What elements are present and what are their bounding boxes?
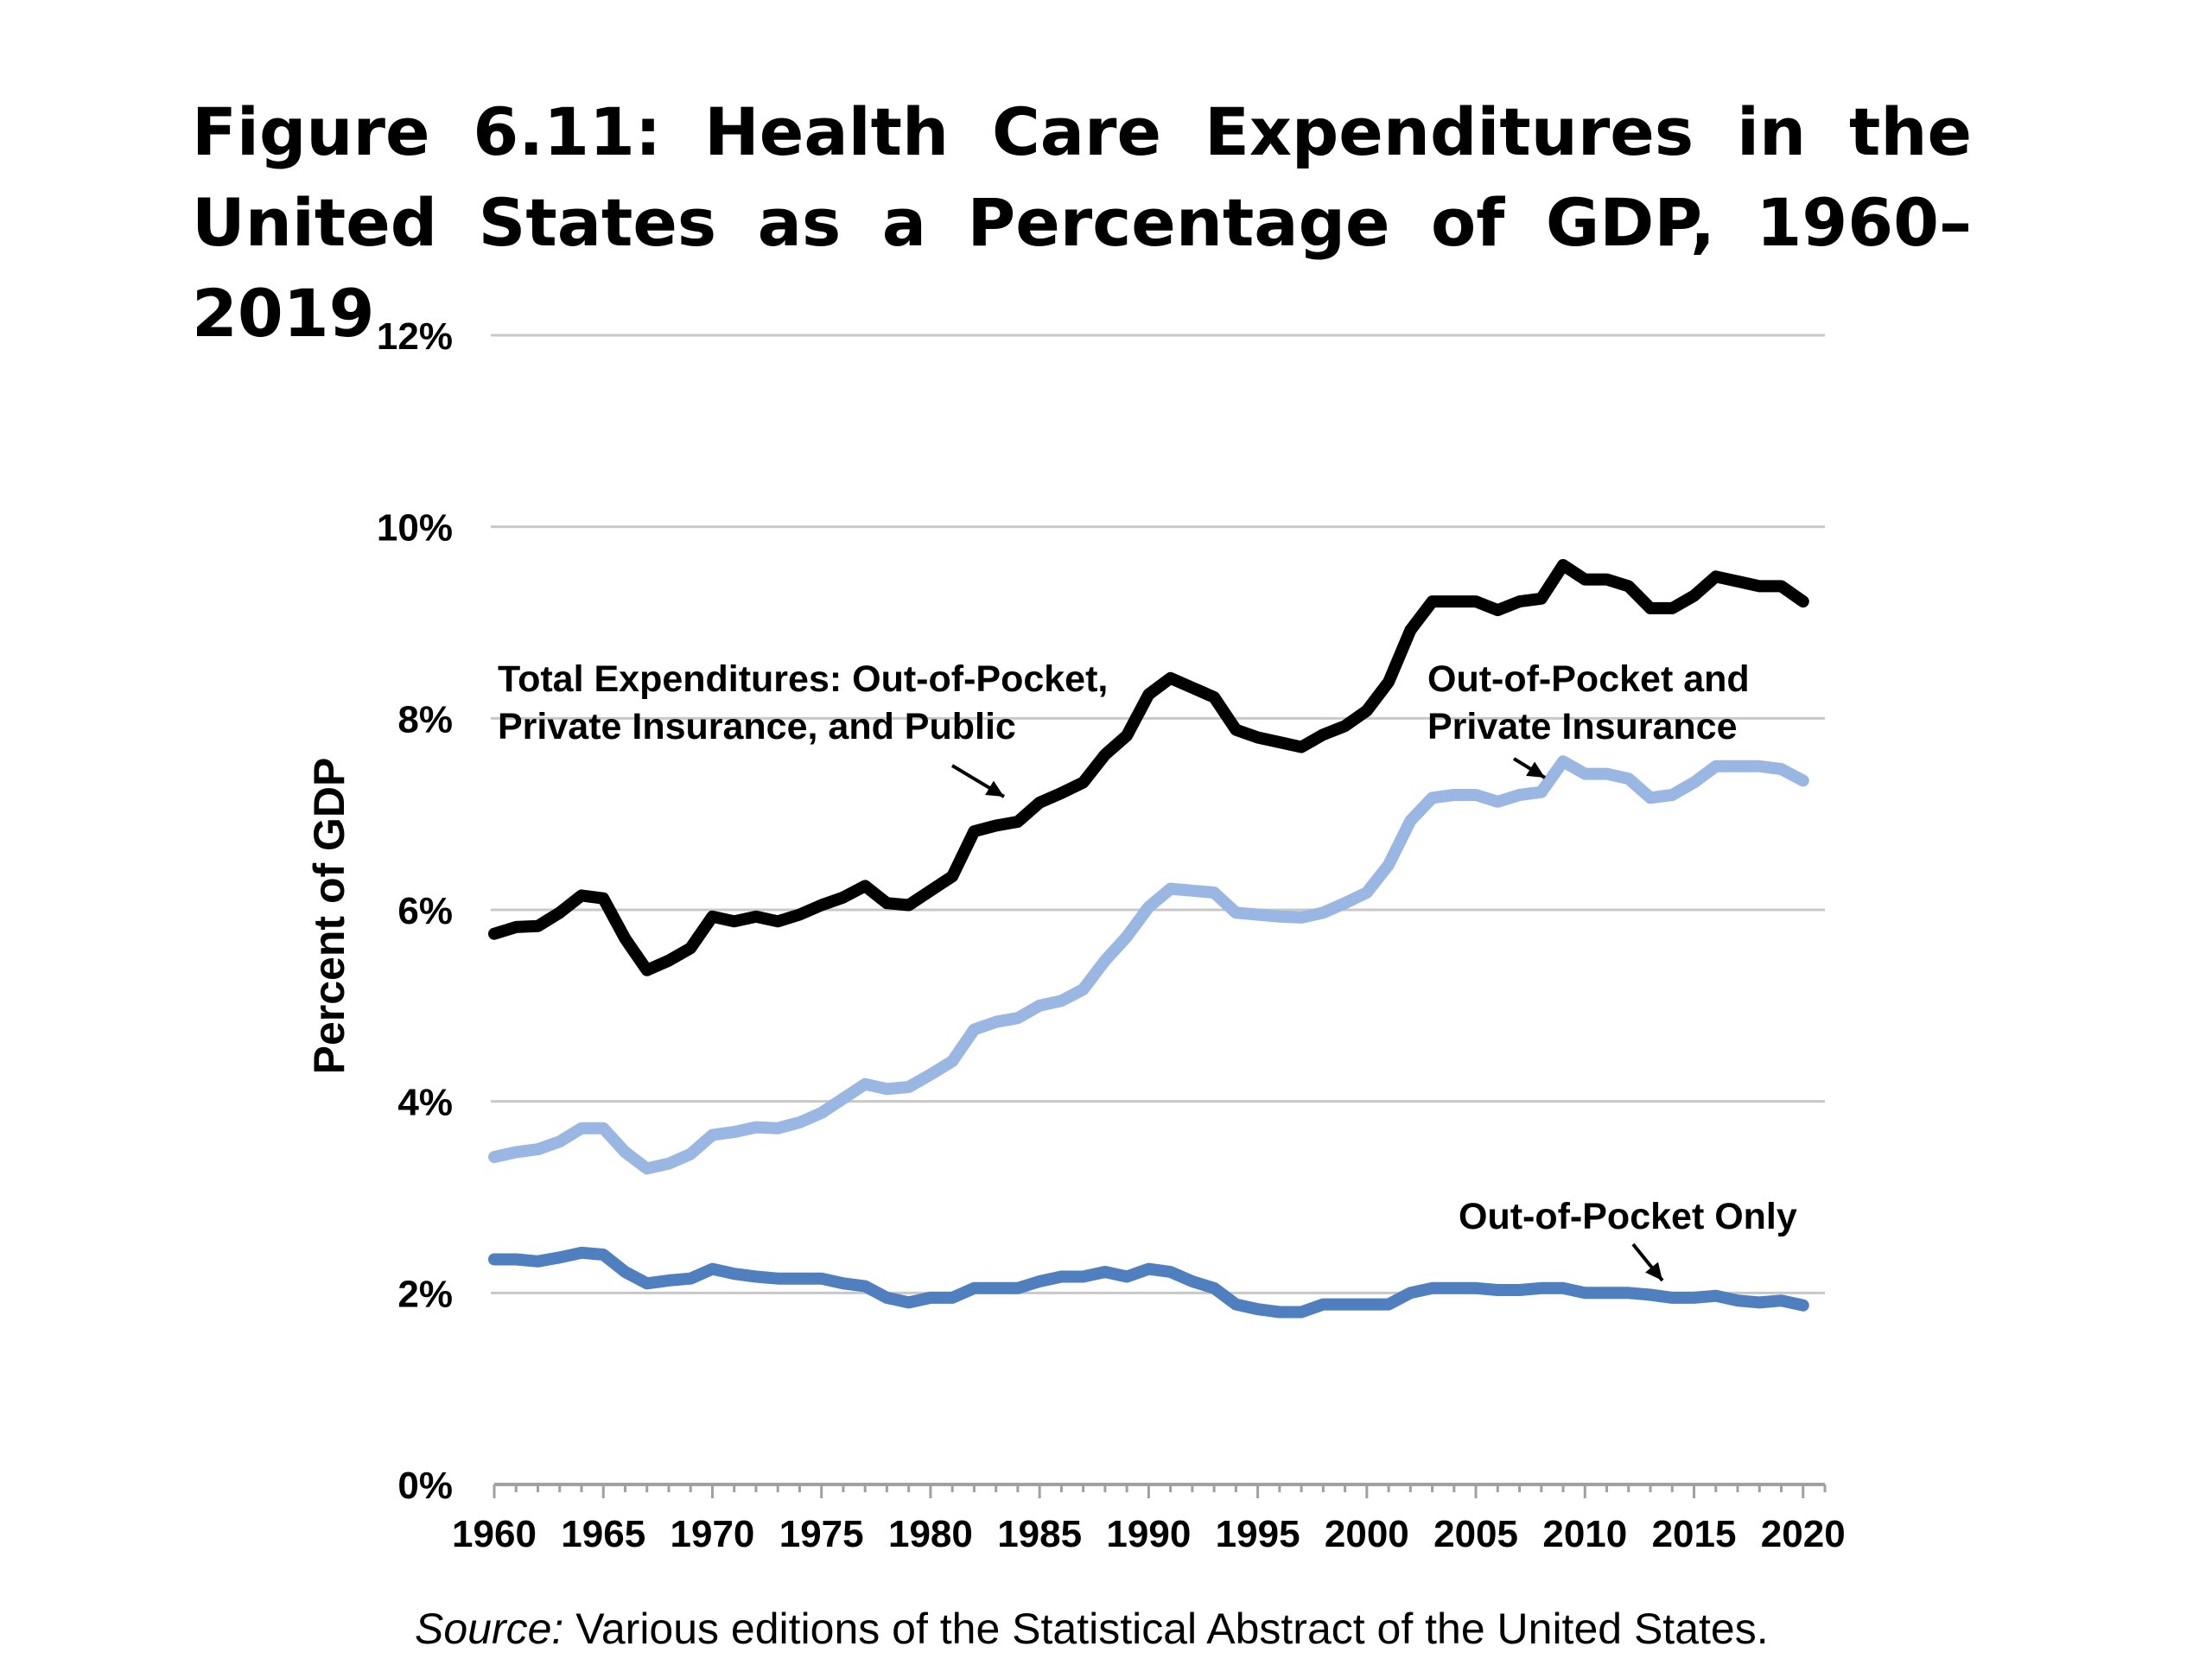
x-tick-label: 2010 bbox=[1542, 1513, 1627, 1555]
figure-title: Figure 6.11: Health Care Expenditures in… bbox=[192, 93, 1972, 352]
arrow-head bbox=[1526, 761, 1545, 778]
x-tick-label: 1980 bbox=[888, 1513, 973, 1555]
x-tick-label: 1970 bbox=[671, 1513, 755, 1555]
annotation-text: Out-of-Pocket Only bbox=[1459, 1196, 1797, 1237]
x-tick-label: 2020 bbox=[1761, 1513, 1846, 1555]
x-tick-label: 2005 bbox=[1433, 1513, 1518, 1555]
x-tick-label: 1985 bbox=[997, 1513, 1082, 1555]
y-tick-label: 4% bbox=[397, 1082, 453, 1124]
series-line-3 bbox=[488, 1246, 1809, 1319]
x-tick-label: 1990 bbox=[1106, 1513, 1191, 1555]
y-tick-label: 6% bbox=[397, 890, 453, 932]
y-tick-label: 0% bbox=[397, 1465, 453, 1507]
y-tick-label: 10% bbox=[377, 507, 453, 550]
x-axis bbox=[493, 1483, 1827, 1498]
annotation-text: Private Insurance, and Public bbox=[498, 706, 1016, 747]
source-prefix: Source: bbox=[415, 1605, 564, 1653]
x-tick-label: 1965 bbox=[561, 1513, 645, 1555]
x-tick-label: 2015 bbox=[1652, 1513, 1737, 1555]
source-text: Various editions of the Statistical Abst… bbox=[563, 1605, 1769, 1653]
x-tick-label: 2000 bbox=[1325, 1513, 1409, 1555]
annotation-text: Total Expenditures: Out-of-Pocket, bbox=[498, 658, 1108, 700]
y-tick-label: 12% bbox=[377, 315, 453, 358]
annotation-text: Out-of-Pocket and bbox=[1427, 658, 1750, 700]
series-line-1 bbox=[488, 559, 1809, 976]
series-lines bbox=[488, 559, 1809, 1319]
x-tick-label: 1995 bbox=[1216, 1513, 1300, 1555]
annotation-text: Private Insurance bbox=[1427, 706, 1738, 747]
y-tick-labels: 0% 2% 4% 6% 8% 10% 12% bbox=[377, 315, 453, 1507]
x-tick-label: 1975 bbox=[779, 1513, 864, 1555]
source-note: Source: Various editions of the Statisti… bbox=[415, 1604, 1970, 1654]
arrow-head bbox=[1645, 1262, 1662, 1281]
y-tick-label: 2% bbox=[397, 1273, 453, 1315]
x-tick-labels: 1960 1965 1970 1975 1980 1985 1990 1995 2000 2005… bbox=[452, 1513, 1846, 1555]
series-line-2 bbox=[488, 755, 1809, 1175]
y-axis-label: Percent of GDP bbox=[305, 758, 353, 1075]
y-tick-label: 8% bbox=[397, 698, 453, 741]
x-tick-label: 1960 bbox=[452, 1513, 537, 1555]
annotations: Total Expenditures: Out-of-Pocket, Privat… bbox=[498, 658, 1797, 1282]
arrow-head bbox=[985, 780, 1004, 797]
